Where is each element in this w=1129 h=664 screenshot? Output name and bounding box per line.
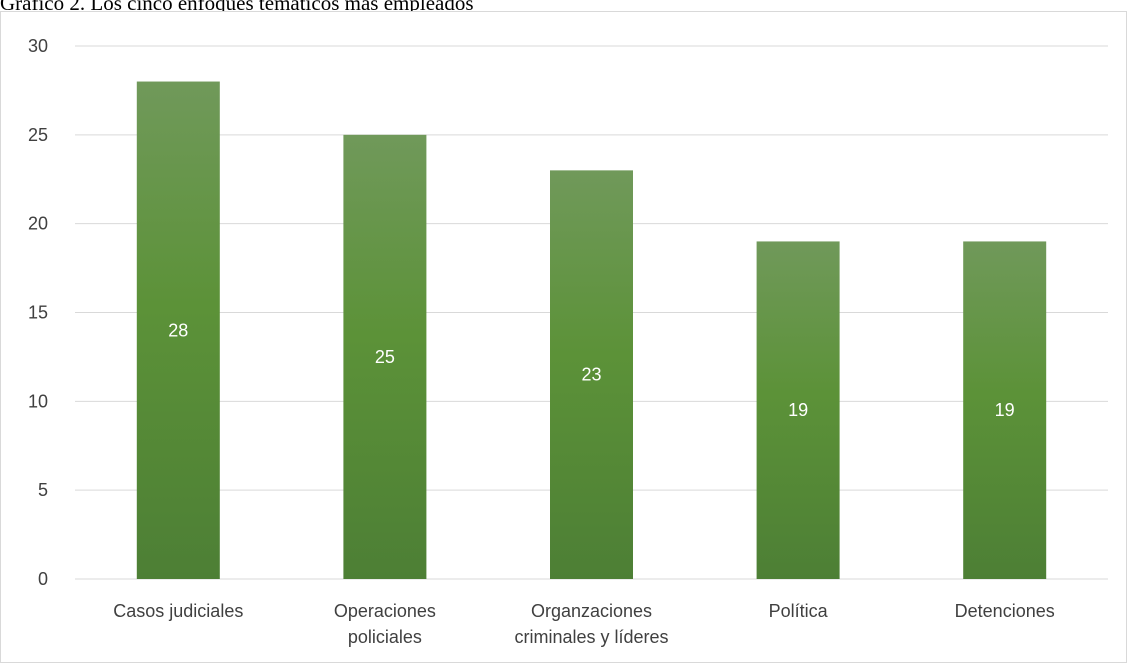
y-tick-label: 0 — [38, 569, 48, 589]
data-labels: 28 25 23 19 19 — [168, 320, 1014, 420]
data-label: 23 — [581, 365, 601, 385]
bar — [136, 81, 220, 580]
x-axis: Casos judiciales Operaciones policiales Org… — [113, 601, 1054, 647]
x-category-label-line: criminales y líderes — [514, 627, 668, 647]
y-tick-label: 25 — [28, 125, 48, 145]
x-category-label-line: Operaciones — [334, 601, 436, 621]
data-label: 25 — [375, 347, 395, 367]
y-tick-label: 15 — [28, 303, 48, 323]
bar — [343, 134, 427, 580]
x-category-label-line: policiales — [348, 627, 422, 647]
y-tick-label: 10 — [28, 391, 48, 411]
x-category-label: Detenciones — [955, 601, 1055, 621]
y-tick-label: 20 — [28, 214, 48, 234]
x-category-label: Casos judiciales — [113, 601, 243, 621]
bar — [963, 241, 1047, 579]
x-category-label-line: Organzaciones — [531, 601, 652, 621]
x-category-label: Política — [769, 601, 829, 621]
x-category-label-line: Detenciones — [955, 601, 1055, 621]
x-category-label: Operaciones policiales — [334, 601, 436, 647]
y-axis: 0 5 10 15 20 25 30 — [28, 36, 48, 589]
data-label: 19 — [995, 400, 1015, 420]
bar — [550, 170, 633, 579]
y-tick-label: 5 — [38, 480, 48, 500]
y-tick-label: 30 — [28, 36, 48, 56]
bars — [136, 81, 1047, 580]
x-category-label-line: Casos judiciales — [113, 601, 243, 621]
data-label: 28 — [168, 320, 188, 340]
bar — [756, 241, 840, 579]
x-category-label: Organzaciones criminales y líderes — [514, 601, 668, 647]
data-label: 19 — [788, 400, 808, 420]
x-category-label-line: Política — [769, 601, 829, 621]
